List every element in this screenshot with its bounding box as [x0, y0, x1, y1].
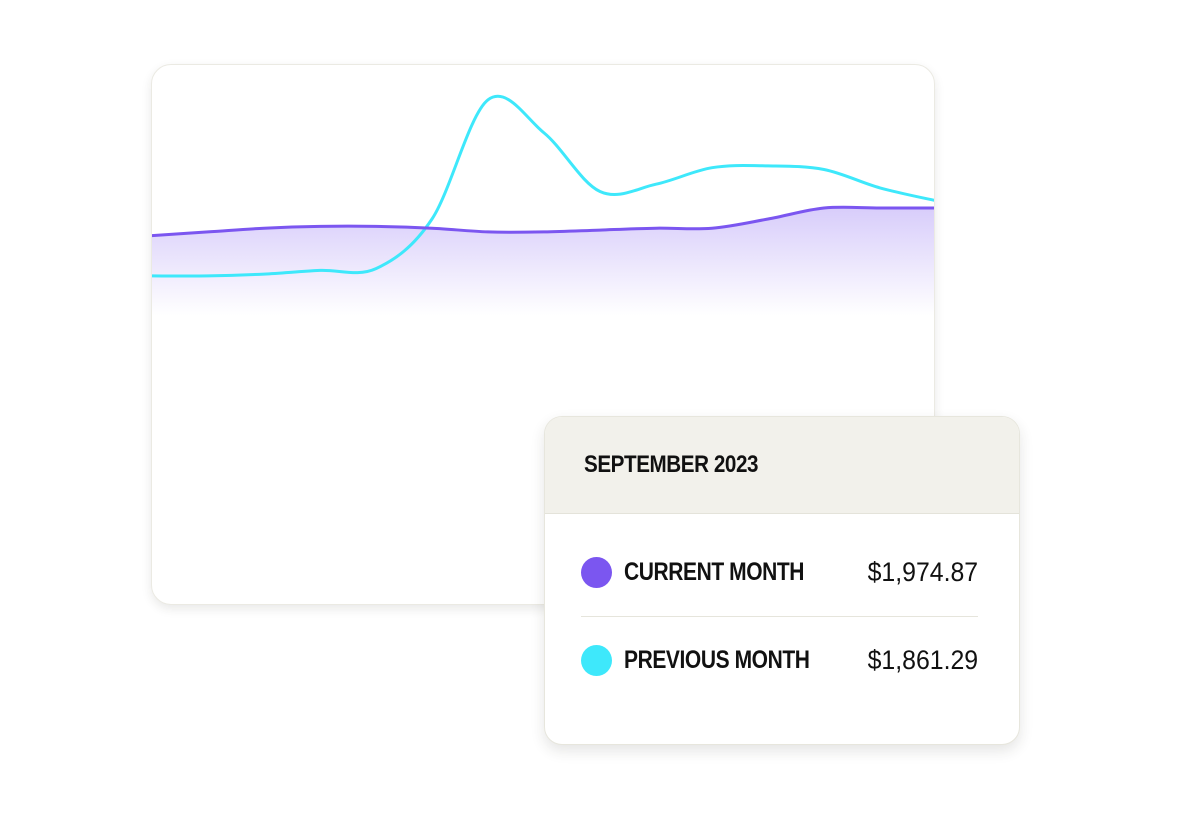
- tooltip-body: CURRENT MONTH $1,974.87 PREVIOUS MONTH $…: [545, 529, 1019, 704]
- series-line-1[interactable]: [152, 94, 935, 278]
- current-month-dot-icon: [581, 557, 612, 588]
- chart-card: [151, 64, 935, 605]
- tooltip-card: SEPTEMBER 2023 CURRENT MONTH $1,974.87 P…: [544, 416, 1020, 745]
- previous-month-dot-icon: [581, 645, 612, 676]
- previous-month-value: $1,861.29: [867, 645, 978, 675]
- tooltip-title: SEPTEMBER 2023: [584, 451, 759, 478]
- series-area-0: [152, 207, 934, 316]
- series-line-0[interactable]: [152, 205, 935, 238]
- legend-row-previous: PREVIOUS MONTH $1,861.29: [581, 617, 978, 704]
- legend-row-current: CURRENT MONTH $1,974.87: [581, 529, 978, 617]
- line-chart[interactable]: [152, 65, 935, 605]
- current-month-value: $1,974.87: [867, 557, 978, 587]
- previous-month-label: PREVIOUS MONTH: [624, 646, 810, 674]
- tooltip-header: SEPTEMBER 2023: [545, 417, 1019, 514]
- current-month-label: CURRENT MONTH: [624, 558, 805, 586]
